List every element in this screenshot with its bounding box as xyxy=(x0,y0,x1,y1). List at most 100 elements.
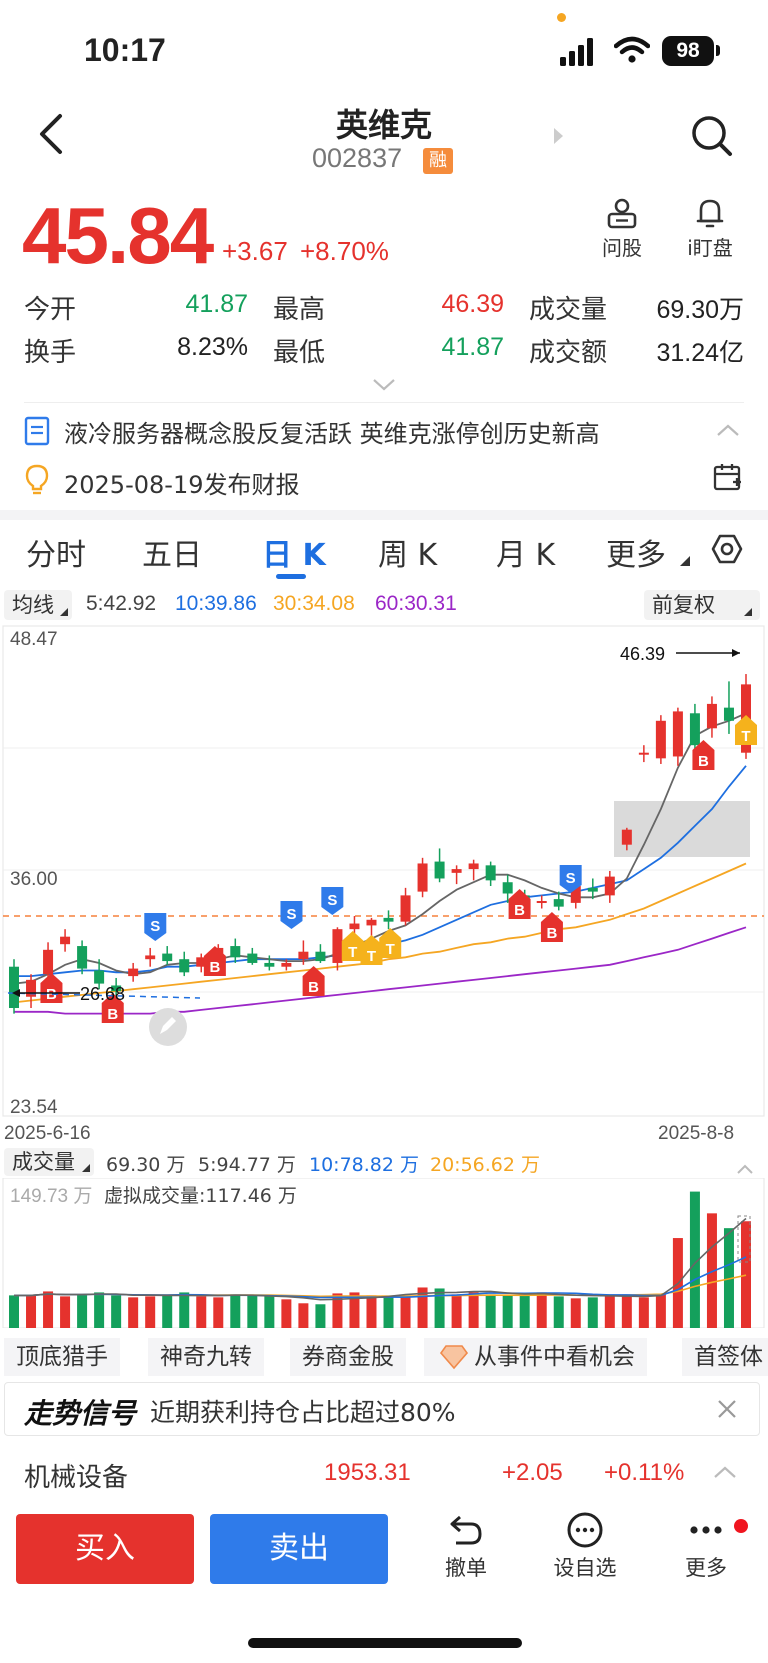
volume-ma5-line xyxy=(14,1217,747,1301)
signal-badge xyxy=(360,935,383,965)
volume-chart[interactable]: 149.73 万 虚拟成交量:117.46 万 xyxy=(0,1178,768,1328)
candle-body xyxy=(230,946,241,958)
volume-bar xyxy=(230,1294,241,1328)
volume-ma20-line xyxy=(14,1274,747,1298)
cancel-order-label: 撤单 xyxy=(445,1556,487,1580)
lightbulb-icon xyxy=(25,464,49,495)
volume-bar xyxy=(485,1294,496,1328)
volume-bar xyxy=(281,1299,292,1328)
tab-daily-k[interactable]: 日 K xyxy=(262,538,326,573)
ask-stock-label: 问股 xyxy=(602,236,642,260)
min-price-marker: 26.68 xyxy=(80,984,125,1004)
price-change-percent: +8.70% xyxy=(300,236,389,266)
candle-body xyxy=(417,863,428,892)
add-watchlist-button[interactable]: 设自选 xyxy=(545,1510,625,1582)
collapse-chevron-icon[interactable] xyxy=(715,422,741,438)
signal-letter: B xyxy=(209,959,220,976)
sector-collapse-icon[interactable] xyxy=(712,1464,738,1480)
candle-body xyxy=(621,829,632,845)
volume-current: 69.30 万 xyxy=(106,1154,186,1176)
cellular-signal-icon xyxy=(560,38,593,66)
sector-value: 1953.31 xyxy=(324,1459,411,1486)
earnings-notice[interactable]: 2025-08-19发布财报 xyxy=(64,471,300,499)
candle-body xyxy=(60,936,71,945)
tab-more[interactable]: 更多 xyxy=(606,538,666,573)
max-marker-arrow xyxy=(732,649,740,657)
volume-bar xyxy=(128,1297,139,1328)
candle-body xyxy=(9,966,19,1009)
ma30-line xyxy=(13,862,747,1004)
candle-body xyxy=(43,949,54,975)
volume-bar xyxy=(145,1296,156,1328)
min-marker-arrow xyxy=(12,989,20,997)
tab-monthly-k[interactable]: 月 K xyxy=(496,538,556,573)
more-button[interactable]: 更多 xyxy=(666,1510,746,1582)
tab-weekly-k[interactable]: 周 K xyxy=(378,538,438,573)
tab-five-day[interactable]: 五日 xyxy=(142,538,202,573)
date-start: 2025-6-16 xyxy=(4,1123,91,1144)
sell-button[interactable]: 卖出 xyxy=(210,1514,388,1584)
turnover-value: 8.23% xyxy=(177,333,248,361)
news-headline[interactable]: 液冷服务器概念股反复活跃 英维克涨停创历史新高 xyxy=(64,420,600,448)
settings-gear-icon[interactable] xyxy=(710,532,744,566)
signal-letter: B xyxy=(514,902,525,919)
buy-button[interactable]: 买入 xyxy=(16,1514,194,1584)
volume-bar xyxy=(638,1297,649,1328)
signal-badge xyxy=(341,931,364,961)
feature-first-sign[interactable]: 首签体 xyxy=(682,1338,768,1376)
ask-stock-button[interactable]: 问股 xyxy=(587,196,657,261)
signal-letter: T xyxy=(741,728,750,745)
candle-body xyxy=(145,955,156,960)
feature-bottom-hunter[interactable]: 顶底猎手 xyxy=(4,1338,120,1376)
volume-bar xyxy=(383,1296,394,1328)
signal-badge xyxy=(540,912,563,942)
volume-bar xyxy=(264,1296,275,1328)
ma30-value: 30:34.08 xyxy=(273,592,355,615)
feature-event-opportunity[interactable]: 从事件中看机会 xyxy=(424,1338,647,1376)
watch-market-button[interactable]: i盯盘 xyxy=(675,196,745,261)
next-stock-arrow-icon[interactable] xyxy=(554,128,563,144)
unread-dot xyxy=(734,1519,748,1533)
diamond-icon xyxy=(440,1345,468,1370)
ma-toggle[interactable]: 均线 xyxy=(4,590,72,620)
signal-letter: S xyxy=(150,918,160,935)
volume-ma5: 5:94.77 万 xyxy=(198,1154,296,1176)
battery-tip xyxy=(716,45,720,56)
cancel-order-button[interactable]: 撤单 xyxy=(426,1510,506,1582)
volume-bar xyxy=(94,1292,105,1328)
open-label: 今开 xyxy=(24,295,77,325)
signal-S: S xyxy=(144,913,167,941)
signal-letter: B xyxy=(547,925,558,942)
close-icon[interactable] xyxy=(716,1398,738,1420)
volume-bar xyxy=(604,1294,615,1328)
signal-S: S xyxy=(280,901,303,929)
calendar-add-icon[interactable] xyxy=(713,462,743,492)
signal-letter: S xyxy=(286,906,296,923)
volume-bar xyxy=(26,1295,37,1328)
volume-collapse-icon[interactable] xyxy=(736,1163,754,1175)
feature-magic-nine[interactable]: 神奇九转 xyxy=(148,1338,264,1376)
trend-signal-box[interactable] xyxy=(4,1382,760,1436)
volume-ma20: 20:56.62 万 xyxy=(430,1154,541,1176)
back-arrow-icon[interactable] xyxy=(34,112,70,156)
sector-name[interactable]: 机械设备 xyxy=(24,1463,129,1493)
more-dots-icon xyxy=(690,1526,722,1534)
expand-chevron-icon[interactable] xyxy=(372,378,396,392)
volume-bar xyxy=(502,1295,513,1328)
volume-toggle[interactable]: 成交量 xyxy=(4,1148,94,1176)
max-price-marker: 46.39 xyxy=(620,644,665,664)
candle-body xyxy=(604,876,615,896)
low-value: 41.87 xyxy=(441,333,504,361)
tab-intraday[interactable]: 分时 xyxy=(26,538,86,573)
stock-name: 英维克 xyxy=(335,106,432,144)
adjust-toggle[interactable]: 前复权 xyxy=(644,590,760,620)
signal-badge xyxy=(692,740,715,770)
ma-toggle-label: 均线 xyxy=(12,593,54,617)
volume-bars xyxy=(9,1191,751,1328)
signal-letter: T xyxy=(367,948,376,965)
search-icon[interactable] xyxy=(690,114,734,158)
high-label: 最高 xyxy=(273,295,326,325)
turnover-label: 换手 xyxy=(24,338,77,368)
feature-broker-gold[interactable]: 券商金股 xyxy=(290,1338,406,1376)
